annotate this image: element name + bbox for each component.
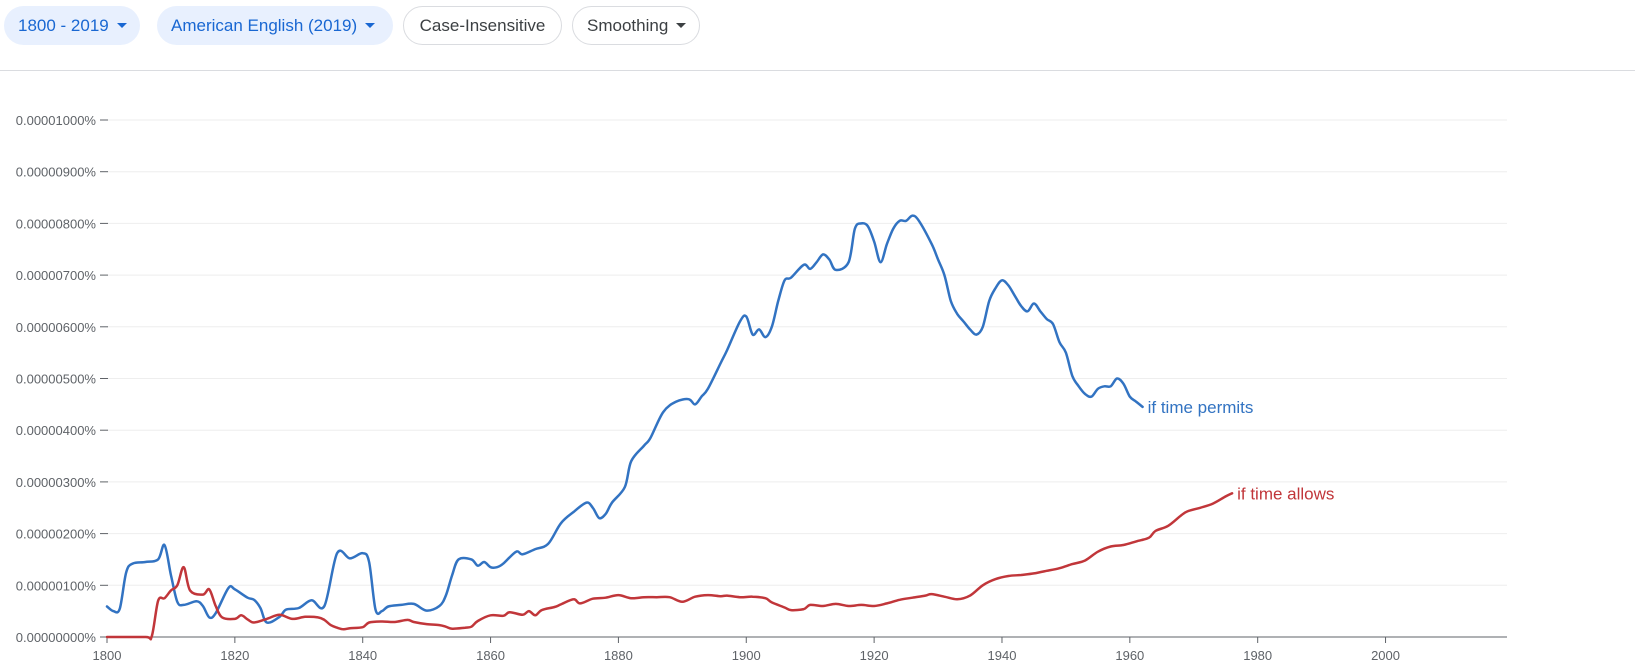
query-toolbar: 1800 - 2019 American English (2019) Case…	[0, 0, 1635, 71]
series-layer	[105, 214, 1234, 641]
y-axis: 0.00000000% 0.00000100% 0.00000200% 0.00000…	[16, 113, 108, 645]
y-tick-label: 0.00000400%	[16, 423, 97, 438]
x-axis: 1800 1820 1840 1860 1880 1900 1920 1940 1960 1980…	[93, 636, 1507, 663]
legend-label-if-time-permits[interactable]: if time permits	[1148, 398, 1254, 417]
x-tick-label: 1920	[860, 648, 889, 663]
x-tick-label: 1820	[220, 648, 249, 663]
y-tick-label: 0.00000600%	[16, 320, 97, 335]
chevron-down-icon	[676, 23, 687, 28]
x-tick-label: 1860	[476, 648, 505, 663]
legend-label-if-time-allows[interactable]: if time allows	[1237, 484, 1334, 503]
ngram-line-chart: 0.00000000% 0.00000100% 0.00000200% 0.00000…	[16, 113, 1507, 663]
x-tick-label: 1840	[348, 648, 377, 663]
case-insensitive-label: Case-Insensitive	[419, 15, 546, 35]
x-tick-label: 1880	[604, 648, 633, 663]
x-tick-label: 1900	[732, 648, 761, 663]
y-tick-label: 0.00000000%	[16, 630, 97, 645]
smoothing-dropdown[interactable]: Smoothing	[572, 6, 700, 45]
y-tick-label: 0.00001000%	[16, 113, 97, 128]
y-tick-label: 0.00000700%	[16, 268, 97, 283]
year-range-label: 1800 - 2019	[18, 15, 109, 35]
gridlines	[107, 119, 1507, 586]
series-line-if-time-permits[interactable]	[105, 214, 1144, 625]
corpus-dropdown[interactable]: American English (2019)	[157, 6, 393, 45]
y-tick-label: 0.00000900%	[16, 165, 97, 180]
x-tick-label: 1960	[1115, 648, 1144, 663]
corpus-label: American English (2019)	[171, 15, 358, 35]
y-tick-label: 0.00000200%	[16, 527, 97, 542]
case-insensitive-toggle[interactable]: Case-Insensitive	[403, 6, 562, 45]
y-tick-label: 0.00000100%	[16, 578, 97, 593]
y-tick-label: 0.00000500%	[16, 372, 97, 387]
x-tick-label: 1800	[93, 648, 122, 663]
chevron-down-icon	[365, 23, 376, 28]
x-tick-label: 2000	[1371, 648, 1400, 663]
x-tick-label: 1980	[1243, 648, 1272, 663]
y-tick-label: 0.00000300%	[16, 475, 97, 490]
series-line-if-time-allows[interactable]	[105, 492, 1234, 641]
smoothing-label: Smoothing	[587, 15, 669, 35]
year-range-dropdown[interactable]: 1800 - 2019	[4, 6, 140, 45]
legend-layer: if time permits if time allows	[1148, 398, 1335, 503]
y-tick-label: 0.00000800%	[16, 216, 97, 231]
x-tick-label: 1940	[988, 648, 1017, 663]
chevron-down-icon	[116, 23, 127, 28]
